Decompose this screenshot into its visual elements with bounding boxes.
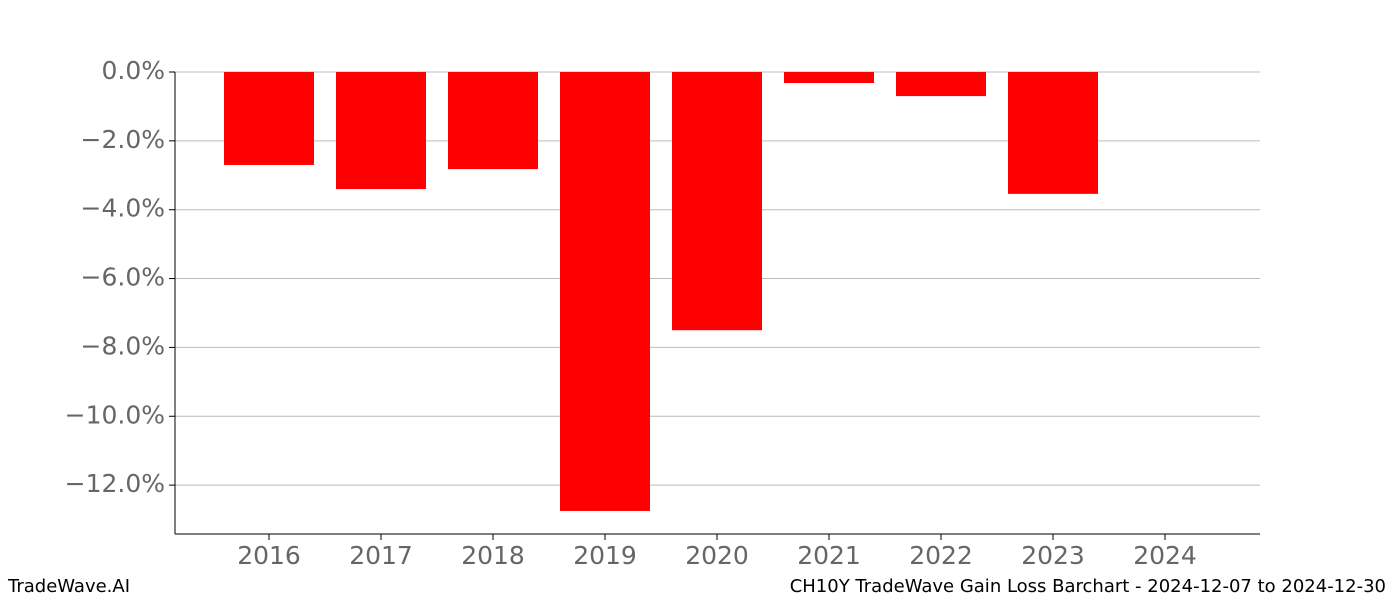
x-tick-label: 2023 bbox=[1021, 541, 1085, 570]
x-tick-label: 2022 bbox=[909, 541, 973, 570]
bar bbox=[224, 72, 314, 165]
bar bbox=[448, 72, 538, 170]
bar bbox=[336, 72, 426, 190]
y-tick-label: −10.0% bbox=[65, 400, 165, 429]
x-tick-label: 2017 bbox=[349, 541, 413, 570]
bar bbox=[672, 72, 762, 331]
footer-brand: TradeWave.AI bbox=[7, 576, 130, 597]
bar bbox=[1008, 72, 1098, 194]
bar bbox=[896, 72, 986, 97]
bar bbox=[784, 72, 874, 84]
y-tick-label: −12.0% bbox=[65, 469, 165, 498]
y-tick-label: −4.0% bbox=[81, 194, 165, 223]
bar bbox=[560, 72, 650, 511]
x-tick-label: 2021 bbox=[797, 541, 861, 570]
footer-caption: CH10Y TradeWave Gain Loss Barchart - 202… bbox=[790, 576, 1386, 597]
x-tick-label: 2016 bbox=[237, 541, 301, 570]
y-tick-label: 0.0% bbox=[101, 56, 165, 85]
y-tick-label: −8.0% bbox=[81, 331, 165, 360]
x-tick-label: 2024 bbox=[1133, 541, 1197, 570]
x-tick-label: 2019 bbox=[573, 541, 637, 570]
x-tick-label: 2020 bbox=[685, 541, 749, 570]
x-tick-label: 2018 bbox=[461, 541, 525, 570]
y-tick-label: −2.0% bbox=[81, 125, 165, 154]
y-tick-label: −6.0% bbox=[81, 263, 165, 292]
